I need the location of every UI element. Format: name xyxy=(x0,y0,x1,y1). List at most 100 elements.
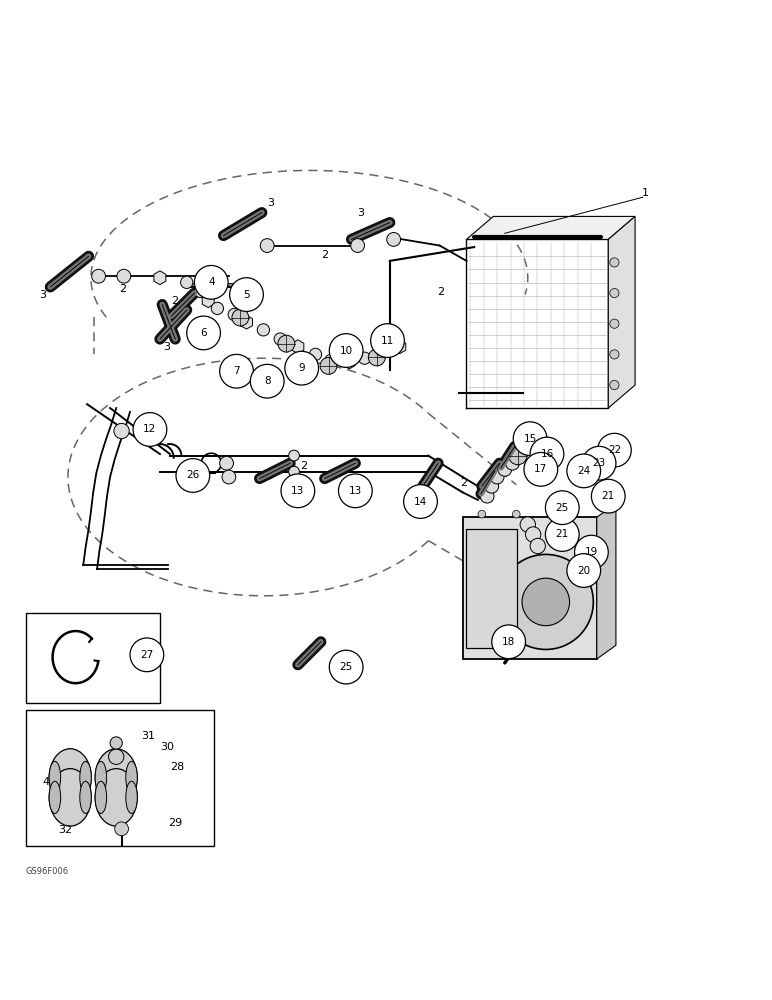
Polygon shape xyxy=(292,340,304,354)
Circle shape xyxy=(371,324,405,357)
Text: GS96F006: GS96F006 xyxy=(25,867,69,876)
Bar xyxy=(25,613,160,703)
Text: 2: 2 xyxy=(321,250,328,260)
Text: 22: 22 xyxy=(608,445,621,455)
Ellipse shape xyxy=(126,781,137,813)
Circle shape xyxy=(582,446,616,480)
Text: 3: 3 xyxy=(39,290,46,300)
Circle shape xyxy=(546,518,579,551)
Text: 19: 19 xyxy=(584,547,598,557)
Ellipse shape xyxy=(126,761,137,794)
Text: 16: 16 xyxy=(540,449,554,459)
Circle shape xyxy=(187,316,221,350)
Ellipse shape xyxy=(95,749,137,806)
Text: 27: 27 xyxy=(141,650,154,660)
Circle shape xyxy=(232,309,249,326)
Text: 1: 1 xyxy=(642,188,648,198)
Circle shape xyxy=(524,452,557,486)
Circle shape xyxy=(133,413,167,446)
Circle shape xyxy=(610,380,619,390)
Text: 2: 2 xyxy=(461,478,468,488)
Text: 23: 23 xyxy=(592,458,606,468)
Circle shape xyxy=(598,433,631,467)
Circle shape xyxy=(114,423,129,439)
Circle shape xyxy=(610,258,619,267)
Circle shape xyxy=(526,527,541,542)
Polygon shape xyxy=(394,340,406,354)
Text: 2: 2 xyxy=(171,296,178,306)
Text: 17: 17 xyxy=(534,464,547,474)
Text: 4: 4 xyxy=(43,777,50,787)
Circle shape xyxy=(310,348,322,361)
Circle shape xyxy=(574,535,608,569)
Circle shape xyxy=(485,479,499,493)
Polygon shape xyxy=(202,294,214,308)
Text: 28: 28 xyxy=(171,762,185,772)
Circle shape xyxy=(610,288,619,298)
Circle shape xyxy=(325,354,337,367)
Text: 8: 8 xyxy=(264,376,270,386)
Circle shape xyxy=(228,308,240,321)
Circle shape xyxy=(509,446,527,465)
Text: 3: 3 xyxy=(357,208,364,218)
Circle shape xyxy=(498,462,512,476)
Ellipse shape xyxy=(80,781,91,813)
Circle shape xyxy=(260,239,274,252)
Circle shape xyxy=(257,324,269,336)
Circle shape xyxy=(338,474,372,508)
Bar xyxy=(25,710,214,846)
Ellipse shape xyxy=(80,761,91,794)
Ellipse shape xyxy=(95,769,137,826)
Text: 26: 26 xyxy=(186,470,199,480)
Circle shape xyxy=(220,456,233,470)
Circle shape xyxy=(498,554,594,649)
Circle shape xyxy=(281,474,315,508)
Text: 20: 20 xyxy=(577,566,591,576)
Circle shape xyxy=(387,233,401,246)
Text: 7: 7 xyxy=(233,366,240,376)
Bar xyxy=(462,517,597,659)
Text: 13: 13 xyxy=(349,486,362,496)
Text: 3: 3 xyxy=(268,198,275,208)
Circle shape xyxy=(358,352,371,364)
Circle shape xyxy=(92,269,106,283)
Circle shape xyxy=(320,357,337,374)
Circle shape xyxy=(285,351,319,385)
Text: 25: 25 xyxy=(556,503,569,513)
Circle shape xyxy=(404,485,438,518)
Text: 2: 2 xyxy=(119,284,126,294)
Circle shape xyxy=(176,459,210,492)
Circle shape xyxy=(522,578,570,626)
Circle shape xyxy=(350,239,364,252)
Circle shape xyxy=(520,517,536,532)
Text: 10: 10 xyxy=(340,346,353,356)
Circle shape xyxy=(115,822,128,836)
Circle shape xyxy=(490,470,504,484)
Circle shape xyxy=(289,466,300,477)
Circle shape xyxy=(591,479,625,513)
Polygon shape xyxy=(344,355,355,369)
Text: 13: 13 xyxy=(291,486,304,496)
Circle shape xyxy=(212,302,224,315)
Circle shape xyxy=(513,510,520,518)
Circle shape xyxy=(513,422,547,456)
Text: 21: 21 xyxy=(556,529,569,539)
Ellipse shape xyxy=(49,749,91,806)
Text: 4: 4 xyxy=(208,277,215,287)
Polygon shape xyxy=(154,271,166,285)
Circle shape xyxy=(567,554,601,587)
Circle shape xyxy=(478,510,486,518)
Circle shape xyxy=(492,625,526,659)
Circle shape xyxy=(376,347,388,359)
Text: 2: 2 xyxy=(300,461,307,471)
Text: 3: 3 xyxy=(164,342,171,352)
Circle shape xyxy=(546,491,579,525)
Text: 6: 6 xyxy=(200,328,207,338)
Circle shape xyxy=(368,349,385,366)
Circle shape xyxy=(547,510,554,518)
Circle shape xyxy=(610,319,619,328)
Circle shape xyxy=(330,650,363,684)
Circle shape xyxy=(110,737,122,749)
Circle shape xyxy=(181,276,193,288)
Text: 14: 14 xyxy=(414,497,427,507)
